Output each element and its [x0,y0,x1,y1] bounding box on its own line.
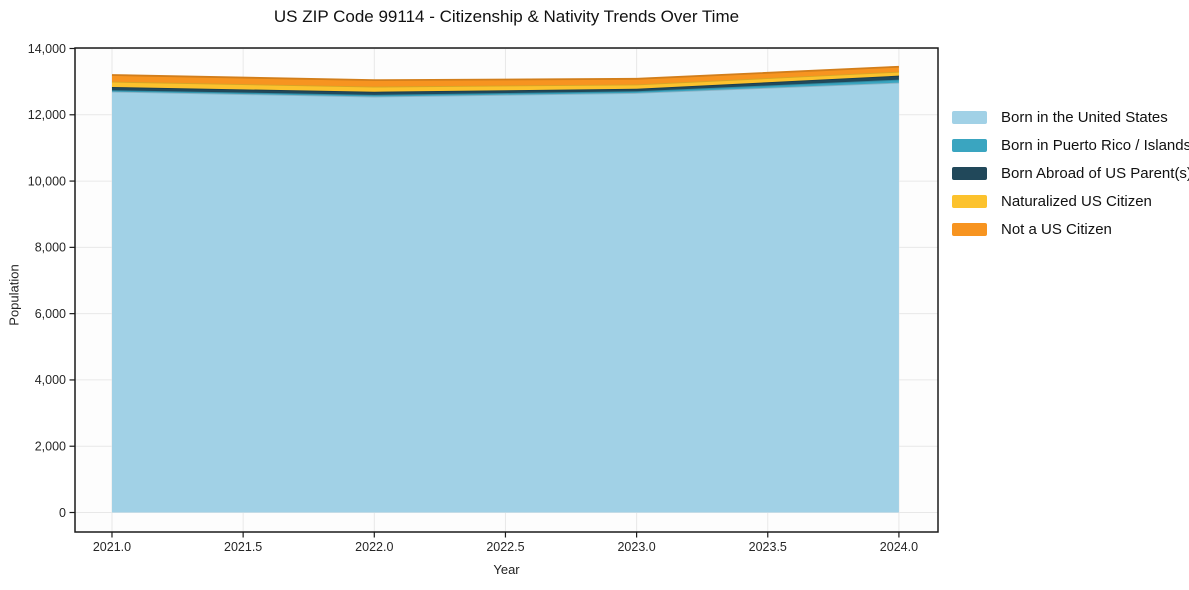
legend-swatch [952,138,987,152]
legend-item: Naturalized US Citizen [952,187,1189,215]
legend-swatch [952,222,987,236]
legend-label: Born Abroad of US Parent(s) [1001,164,1189,182]
y-tick-label: 4,000 [35,373,66,387]
y-tick-label: 6,000 [35,307,66,321]
x-tick-label: 2023.0 [617,540,655,554]
area-born-in-the-united-states [111,82,899,513]
x-tick-label: 2021.0 [93,540,131,554]
y-tick-label: 14,000 [28,42,66,56]
area-not-a-us-citizen [111,66,899,87]
legend-label: Born in Puerto Rico / Islands [1001,136,1189,154]
legend-swatch [952,166,987,180]
legend-item: Born in the United States [952,103,1189,131]
y-tick-label: 8,000 [35,241,66,255]
y-tick-label: 12,000 [28,108,66,122]
y-tick-label: 10,000 [28,174,66,188]
x-tick-label: 2023.5 [749,540,787,554]
area-edge [111,65,899,82]
legend-item: Born in Puerto Rico / Islands [952,131,1189,159]
x-tick-label: 2022.5 [486,540,524,554]
legend-item: Born Abroad of US Parent(s) [952,159,1189,187]
x-tick-label: 2024.0 [880,540,918,554]
x-tick-label: 2022.0 [355,540,393,554]
y-tick-label: 2,000 [35,440,66,454]
area-naturalized-us-citizen [111,71,899,92]
x-tick-label: 2021.5 [224,540,262,554]
legend-label: Naturalized US Citizen [1001,192,1152,210]
legend-swatch [952,110,987,124]
y-tick-label: 0 [59,506,66,520]
legend-item: Not a US Citizen [952,215,1189,243]
legend: Born in the United States Born in Puerto … [952,103,1189,243]
axes-border [74,47,939,533]
legend-label: Not a US Citizen [1001,220,1112,238]
x-axis-label: Year [493,562,520,577]
legend-label: Born in the United States [1001,108,1168,126]
legend-swatch [952,194,987,208]
chart-title: US ZIP Code 99114 - Citizenship & Nativi… [273,7,740,26]
